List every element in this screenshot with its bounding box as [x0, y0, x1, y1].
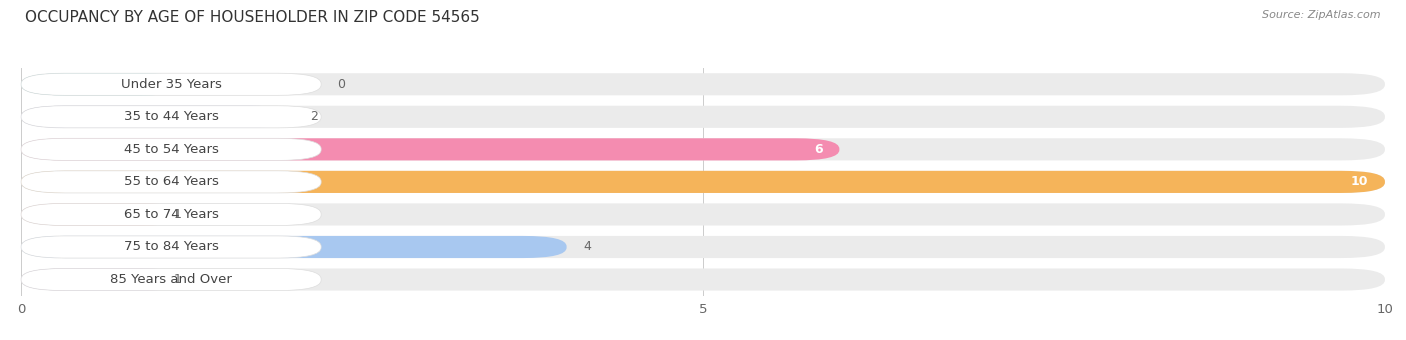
FancyBboxPatch shape [21, 171, 1385, 193]
Text: 4: 4 [583, 240, 591, 254]
Text: 35 to 44 Years: 35 to 44 Years [124, 110, 218, 123]
Text: 10: 10 [1351, 175, 1368, 188]
FancyBboxPatch shape [21, 203, 321, 225]
Text: Under 35 Years: Under 35 Years [121, 78, 222, 91]
Text: 65 to 74 Years: 65 to 74 Years [124, 208, 218, 221]
FancyBboxPatch shape [21, 106, 321, 128]
FancyBboxPatch shape [21, 236, 1385, 258]
FancyBboxPatch shape [21, 171, 321, 193]
FancyBboxPatch shape [21, 269, 1385, 291]
FancyBboxPatch shape [21, 171, 1385, 193]
FancyBboxPatch shape [21, 73, 321, 95]
FancyBboxPatch shape [21, 269, 186, 291]
FancyBboxPatch shape [21, 138, 1385, 160]
FancyBboxPatch shape [21, 236, 321, 258]
Text: 75 to 84 Years: 75 to 84 Years [124, 240, 218, 254]
Text: Source: ZipAtlas.com: Source: ZipAtlas.com [1263, 10, 1381, 20]
FancyBboxPatch shape [21, 203, 186, 225]
FancyBboxPatch shape [21, 269, 321, 291]
Text: 85 Years and Over: 85 Years and Over [110, 273, 232, 286]
FancyBboxPatch shape [21, 73, 186, 95]
FancyBboxPatch shape [21, 106, 294, 128]
Text: 2: 2 [311, 110, 318, 123]
Text: 0: 0 [337, 78, 346, 91]
FancyBboxPatch shape [21, 138, 839, 160]
Text: 6: 6 [814, 143, 823, 156]
FancyBboxPatch shape [21, 203, 1385, 225]
Text: 55 to 64 Years: 55 to 64 Years [124, 175, 218, 188]
FancyBboxPatch shape [21, 73, 1385, 95]
Text: 1: 1 [174, 273, 181, 286]
Text: OCCUPANCY BY AGE OF HOUSEHOLDER IN ZIP CODE 54565: OCCUPANCY BY AGE OF HOUSEHOLDER IN ZIP C… [25, 10, 479, 25]
Text: 45 to 54 Years: 45 to 54 Years [124, 143, 218, 156]
Text: 1: 1 [174, 208, 181, 221]
FancyBboxPatch shape [21, 138, 321, 160]
FancyBboxPatch shape [21, 236, 567, 258]
FancyBboxPatch shape [21, 106, 1385, 128]
